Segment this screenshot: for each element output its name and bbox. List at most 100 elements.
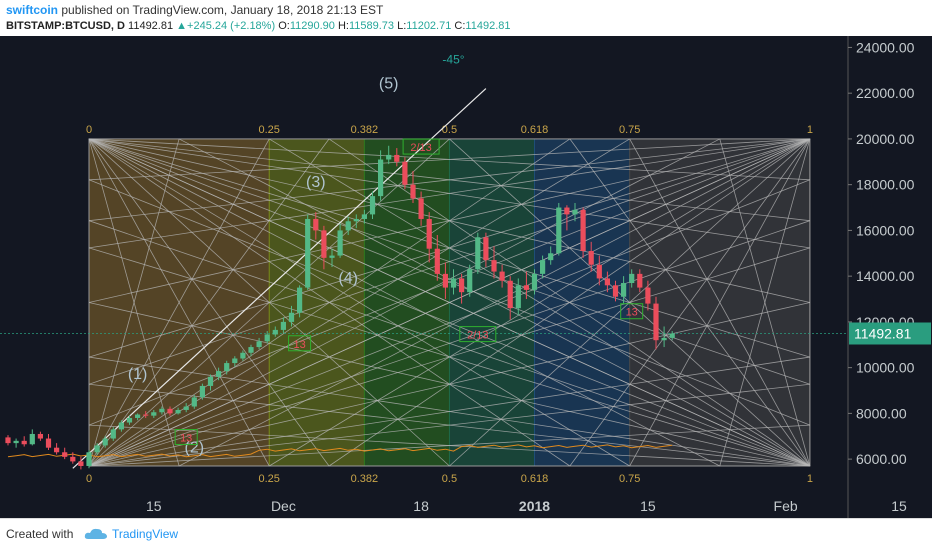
gann-fan-line [88,138,720,467]
candle-body [118,422,124,430]
candle-body [321,230,327,258]
tradingview-link[interactable]: TradingView [112,527,179,541]
gann-level-label-top: 0.382 [351,124,379,136]
candle-body [523,285,529,290]
candle-body [45,438,52,448]
gann-fan-line [88,138,810,249]
gann-fan-line [569,138,811,467]
candle-body [345,221,351,231]
candle-body [175,409,181,414]
y-tick-label: 14000.00 [856,268,915,284]
candle-body [110,429,116,439]
candle-body [572,209,578,215]
wave-label: (1) [128,366,148,383]
x-tick-label: Dec [271,498,296,514]
candle-body [337,230,343,256]
gann-fan-line [178,138,811,467]
wave-label: (4) [338,270,358,287]
price-chart[interactable]: 0 0 0.25 0.25 0.382 0.382 0.5 0.5 0.618 0.618 0.75… [0,36,932,518]
candle-body [54,447,60,453]
count-label-box [402,138,440,155]
candle-body [167,408,173,414]
candle-body [288,312,295,322]
gann-level-label-top: 1 [807,124,813,136]
x-tick-label: 15 [146,498,162,514]
candle-body [199,385,205,398]
gann-level-label-bottom: 0.5 [442,473,457,485]
x-tick-label: 18 [413,498,429,514]
close-label: C: [454,20,466,32]
publish-text: published on TradingView.com, January 18… [61,3,384,17]
candle-body [580,209,586,251]
y-tick-label: 24000.00 [856,39,915,55]
candle-body [378,159,384,197]
gann-fan-line [629,138,811,467]
candle-body [386,154,392,160]
candle-body [264,334,270,342]
candle-body [353,218,359,222]
gann-fan-line [88,424,810,467]
candle-body [596,264,602,279]
candle-body [499,271,505,281]
candle-body [62,452,68,457]
price-change: ▲+245.24 (+2.18%) [176,20,276,32]
created-with-text: Created with [6,527,74,541]
candle-body [410,184,416,199]
gann-level-label-top: 0.75 [619,124,640,136]
chart-footer: Created with TradingView [0,518,932,550]
count-label-box [620,303,644,320]
candle-body [224,363,230,372]
gann-level-label-top: 0.5 [442,124,457,136]
gann-level-label-bottom: 0.382 [351,473,379,485]
count-label: 13 [180,433,192,445]
y-tick-label: 20000.00 [856,131,915,147]
chart-area[interactable]: 0 0 0.25 0.25 0.382 0.382 0.5 0.5 0.618 0.618 0.75… [0,36,932,518]
gann-fan-line [88,138,270,467]
candle-body [313,218,319,231]
candle-body [135,414,141,418]
high-label: H: [337,20,349,32]
candle-body [653,303,659,341]
gann-fan-line [88,138,330,467]
y-tick-label: 16000.00 [856,222,915,238]
current-price-tag [849,322,931,345]
gann-fan-line [449,138,811,467]
candle-body [669,333,675,338]
candle-body [621,283,627,297]
low-label: L: [397,20,407,32]
candle-body [240,352,246,359]
candle-body [207,376,214,386]
wave-label: (3) [306,174,326,191]
candle-body [507,280,513,309]
gann-fan-line [719,138,811,467]
gann-level-label-bottom: 0.618 [521,473,549,485]
gann-fan-line [88,138,811,358]
candle-body [548,253,554,261]
x-tick-label: 2018 [519,498,550,514]
candle-body [434,248,440,274]
candle-body [126,417,133,423]
candle-body [78,461,84,466]
gann-fan-line [88,138,630,467]
gann-fan-line [328,138,811,467]
candle-body [426,218,432,249]
candle-body [483,237,489,261]
x-tick-label: 15 [640,498,656,514]
author-name[interactable]: swiftcoin [6,3,59,17]
gann-level-label-top: 0.618 [521,124,549,136]
candle-body [475,237,481,270]
candle-body [216,371,222,377]
gann-fan-line [269,138,811,467]
candle-body [272,329,278,335]
gann-level-label-bottom: 0.25 [259,473,280,485]
candle-body [645,287,651,304]
low-value: 11202.71 [406,20,452,32]
candle-body [305,218,311,288]
candle-body [588,250,594,265]
candle-body [13,440,19,444]
gann-fan-line [88,383,810,467]
candle-body [369,196,376,215]
gann-level-label-top: 0.25 [259,124,280,136]
candle-body [70,456,76,462]
candle-body [564,207,570,215]
